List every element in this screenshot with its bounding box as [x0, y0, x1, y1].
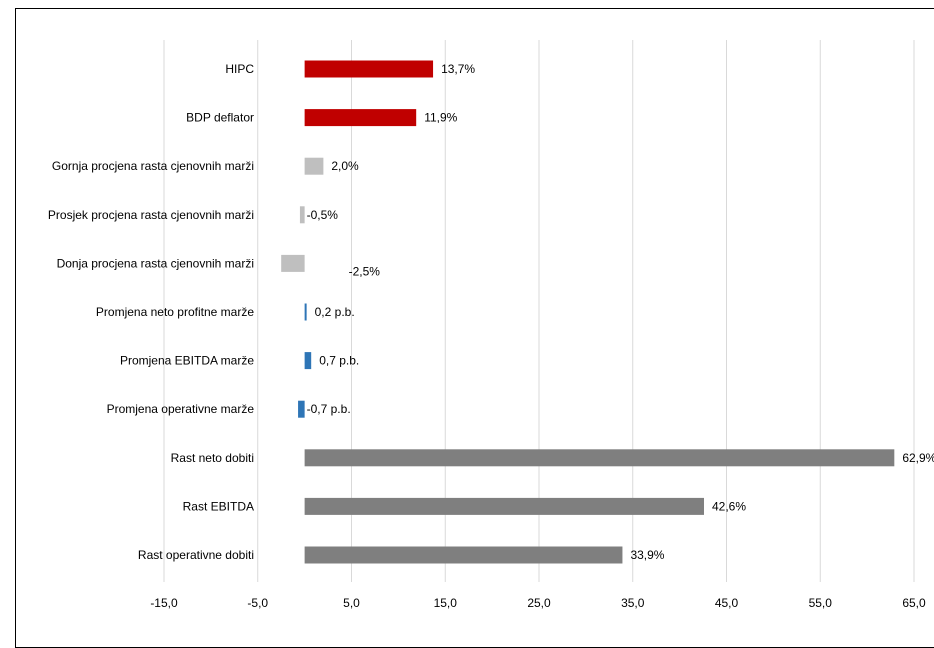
x-tick-label: 15,0: [434, 596, 458, 610]
bar: [300, 206, 305, 223]
data-label: -0,7 p.b.: [307, 402, 351, 416]
data-label: 0,7 p.b.: [319, 354, 359, 368]
x-tick-label: -15,0: [150, 596, 178, 610]
category-label: Promjena EBITDA marže: [120, 354, 254, 368]
data-label: 62,9%: [902, 451, 934, 465]
data-label: 11,9%: [424, 111, 457, 125]
category-label: BDP deflator: [186, 111, 254, 125]
data-label: 33,9%: [630, 548, 664, 562]
x-tick-label: -5,0: [247, 596, 268, 610]
data-label: 0,2 p.b.: [315, 305, 355, 319]
bar: [305, 61, 433, 78]
category-label: Gornja procjena rasta cjenovnih marži: [52, 159, 254, 173]
bar: [305, 158, 324, 175]
x-tick-label: 55,0: [809, 596, 833, 610]
x-tick-label: 65,0: [902, 596, 926, 610]
bar: [298, 401, 305, 418]
x-tick-label: 45,0: [715, 596, 739, 610]
bar: [305, 547, 623, 564]
bar: [305, 449, 895, 466]
category-label: Rast neto dobiti: [171, 451, 254, 465]
x-tick-label: 5,0: [343, 596, 360, 610]
bar: [281, 255, 304, 272]
bar: [305, 109, 417, 126]
category-label: Promjena neto profitne marže: [96, 305, 254, 319]
x-tick-label: 25,0: [527, 596, 551, 610]
category-label: HIPC: [225, 62, 254, 76]
bar: [305, 352, 312, 369]
data-label: 13,7%: [441, 62, 475, 76]
bar: [305, 304, 307, 321]
data-label: -0,5%: [307, 208, 339, 222]
data-label: 42,6%: [712, 499, 746, 513]
bar: [305, 498, 704, 515]
x-tick-label: 35,0: [621, 596, 645, 610]
category-label: Promjena operativne marže: [107, 402, 255, 416]
bar-chart: -15,0 -5,0 5,0 15,0 25,0 35,0 45,0 55,0 65,0 HIPC…: [0, 0, 934, 632]
category-label: Rast EBITDA: [183, 499, 254, 513]
category-label: Donja procjena rasta cjenovnih marži: [57, 256, 254, 270]
category-label: Rast operativne dobiti: [138, 548, 254, 562]
category-label: Prosjek procjena rasta cjenovnih marži: [48, 208, 254, 222]
data-label: -2,5%: [349, 264, 381, 278]
data-label: 2,0%: [331, 159, 359, 173]
